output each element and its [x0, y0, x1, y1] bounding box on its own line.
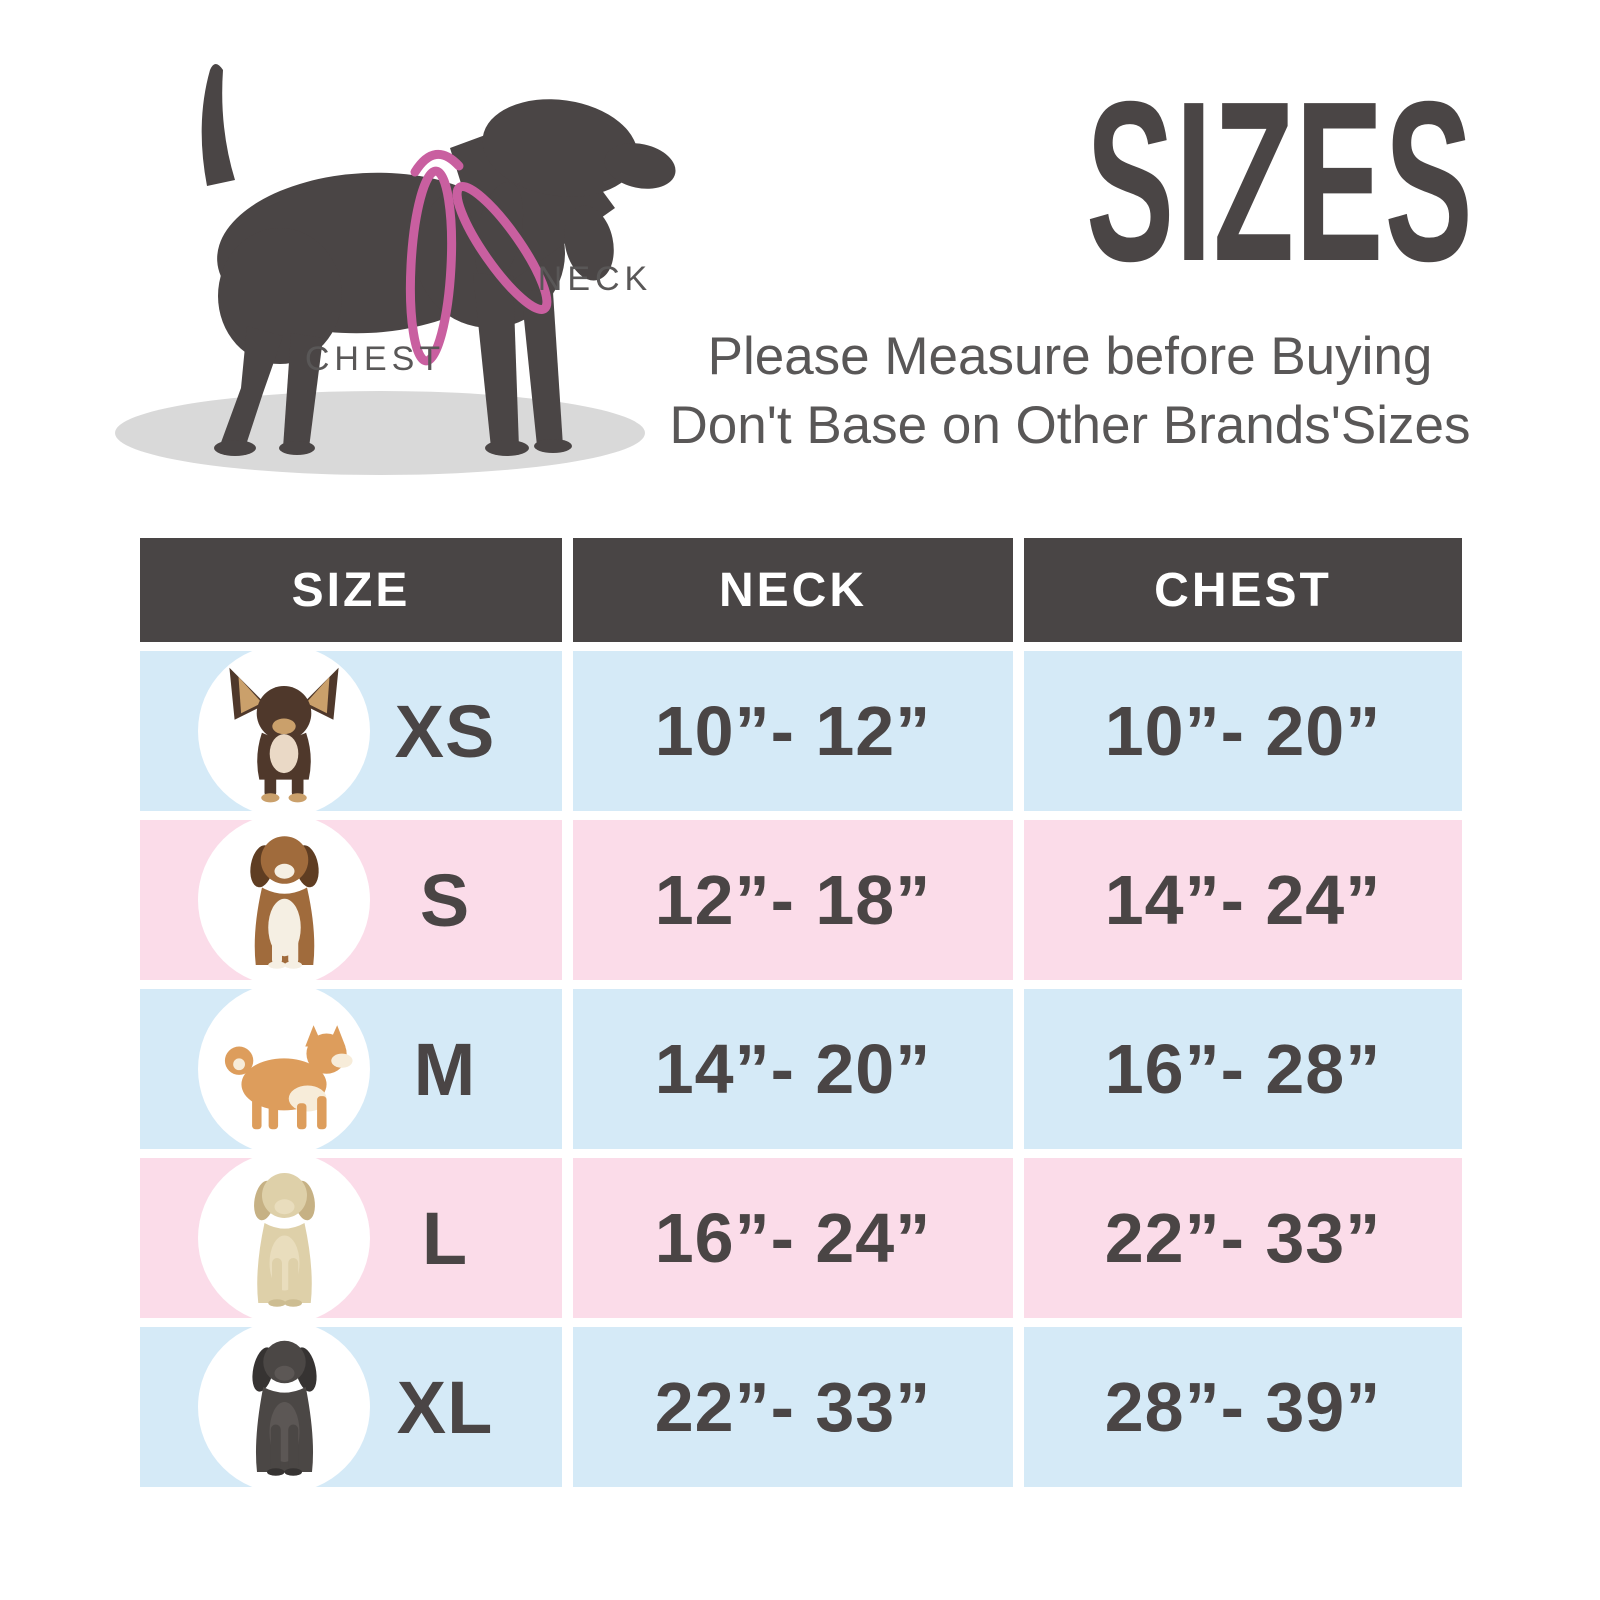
- size-cell-m: M: [140, 983, 562, 1155]
- subtitle-line-2: Don't Base on Other Brands'Sizes: [669, 396, 1471, 455]
- neck-value: 10”- 12”: [654, 692, 932, 770]
- harness-straps-icon: [405, 150, 552, 366]
- chest-label: CHEST: [305, 340, 445, 378]
- neck-cell-xl: 22”- 33”: [573, 1327, 1013, 1487]
- neck-value: 16”- 24”: [654, 1199, 932, 1277]
- dog-photo-circle: [198, 983, 370, 1155]
- neck-cell-m: 14”- 20”: [573, 989, 1013, 1149]
- size-label: XL: [396, 1365, 494, 1449]
- page-title: SIZES: [1086, 55, 1474, 309]
- chest-cell-m: 16”- 28”: [1024, 989, 1462, 1149]
- chest-value: 28”- 39”: [1104, 1368, 1382, 1446]
- size-cell-xs: XS: [140, 645, 562, 817]
- chest-value: 16”- 28”: [1104, 1030, 1382, 1108]
- size-cell-l: L: [140, 1152, 562, 1324]
- size-table: SIZE NECK CHEST: [140, 538, 1462, 1493]
- beagle-icon: [249, 836, 319, 969]
- great-dane-icon: [251, 1340, 317, 1476]
- neck-label: NECK: [538, 260, 652, 298]
- title-block: SIZES: [900, 55, 1600, 309]
- chest-cell-l: 22”- 33”: [1024, 1158, 1462, 1318]
- subtitle-line-1: Please Measure before Buying: [707, 327, 1433, 386]
- chest-cell-s: 14”- 24”: [1024, 820, 1462, 980]
- chest-value: 14”- 24”: [1104, 861, 1382, 939]
- neck-value: 22”- 33”: [654, 1368, 932, 1446]
- chest-value: 10”- 20”: [1104, 692, 1382, 770]
- neck-strap: [452, 182, 552, 314]
- ground-shadow: [115, 391, 645, 475]
- neck-cell-xs: 10”- 12”: [573, 651, 1013, 811]
- measured-dog-silhouette-icon: CHEST NECK: [115, 64, 676, 475]
- neck-value: 12”- 18”: [654, 861, 932, 939]
- size-cell-s: S: [140, 814, 562, 986]
- neck-cell-l: 16”- 24”: [573, 1158, 1013, 1318]
- col-header-chest: CHEST: [1024, 538, 1462, 642]
- chihuahua-icon: [229, 667, 339, 802]
- dog-photo-circle: [198, 814, 370, 986]
- harness-handle: [410, 150, 464, 177]
- size-label: S: [419, 858, 471, 942]
- size-label: XS: [394, 689, 496, 773]
- measurement-diagram: CHEST NECK: [95, 28, 695, 498]
- size-label: M: [413, 1027, 477, 1111]
- size-label: L: [421, 1196, 469, 1280]
- dog-photo-circle: [198, 1152, 370, 1324]
- dog-photo-circle: [198, 1321, 370, 1493]
- labrador-icon: [253, 1173, 315, 1307]
- neck-value: 14”- 20”: [654, 1030, 932, 1108]
- chest-value: 22”- 33”: [1104, 1199, 1382, 1277]
- subtitle: Please Measure before Buying Don't Base …: [600, 322, 1540, 460]
- col-header-size: SIZE: [140, 538, 562, 642]
- neck-cell-s: 12”- 18”: [573, 820, 1013, 980]
- chest-strap: [405, 166, 457, 366]
- col-header-neck: NECK: [573, 538, 1013, 642]
- dog-photo-circle: [198, 645, 370, 817]
- dog-silhouette: [201, 64, 676, 456]
- chest-cell-xs: 10”- 20”: [1024, 651, 1462, 811]
- shiba-inu-icon: [224, 1025, 353, 1130]
- chest-cell-xl: 28”- 39”: [1024, 1327, 1462, 1487]
- size-cell-xl: XL: [140, 1321, 562, 1493]
